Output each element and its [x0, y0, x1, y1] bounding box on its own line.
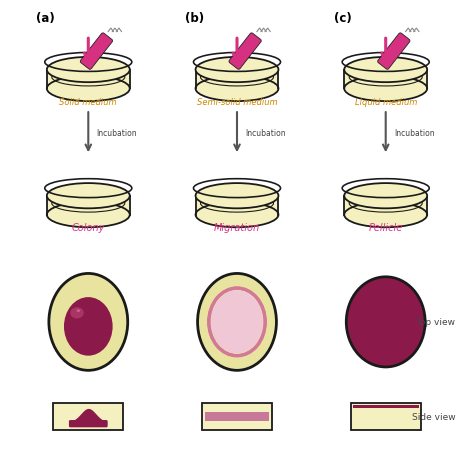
- Text: Pellicle: Pellicle: [369, 223, 403, 233]
- Ellipse shape: [196, 202, 278, 228]
- Text: (c): (c): [334, 12, 352, 25]
- Text: (b): (b): [185, 12, 204, 25]
- Polygon shape: [344, 196, 427, 228]
- Ellipse shape: [77, 309, 80, 312]
- Ellipse shape: [344, 184, 427, 209]
- Text: Liquid medium: Liquid medium: [355, 97, 417, 106]
- Ellipse shape: [347, 194, 424, 198]
- Ellipse shape: [344, 77, 427, 102]
- Ellipse shape: [49, 274, 128, 371]
- FancyBboxPatch shape: [202, 403, 272, 430]
- Ellipse shape: [64, 298, 113, 356]
- Ellipse shape: [47, 202, 130, 228]
- Polygon shape: [196, 70, 278, 102]
- Polygon shape: [196, 196, 278, 228]
- Text: Colony: Colony: [72, 223, 105, 233]
- Text: Solid medium: Solid medium: [59, 97, 117, 106]
- Ellipse shape: [61, 185, 115, 205]
- Text: Incubation: Incubation: [245, 129, 286, 138]
- FancyBboxPatch shape: [229, 34, 261, 70]
- Ellipse shape: [346, 277, 425, 367]
- FancyBboxPatch shape: [378, 34, 410, 70]
- Text: Top view: Top view: [417, 318, 456, 327]
- Text: (a): (a): [36, 12, 55, 25]
- Ellipse shape: [208, 184, 266, 206]
- Ellipse shape: [70, 308, 84, 319]
- FancyBboxPatch shape: [69, 420, 108, 428]
- Ellipse shape: [198, 274, 276, 371]
- Text: Incubation: Incubation: [96, 129, 137, 138]
- Ellipse shape: [208, 196, 266, 199]
- Polygon shape: [47, 70, 130, 102]
- FancyBboxPatch shape: [353, 405, 419, 409]
- Text: Semi-solid medium: Semi-solid medium: [197, 97, 277, 106]
- Ellipse shape: [47, 184, 130, 209]
- FancyBboxPatch shape: [351, 403, 420, 430]
- FancyBboxPatch shape: [54, 403, 123, 430]
- Polygon shape: [344, 70, 427, 102]
- Ellipse shape: [344, 58, 427, 83]
- Polygon shape: [47, 196, 130, 228]
- FancyBboxPatch shape: [205, 413, 269, 421]
- Ellipse shape: [344, 202, 427, 228]
- Ellipse shape: [211, 291, 263, 354]
- Text: Incubation: Incubation: [394, 129, 435, 138]
- Ellipse shape: [196, 184, 278, 209]
- Ellipse shape: [73, 191, 87, 194]
- Ellipse shape: [47, 58, 130, 83]
- Text: Migration: Migration: [214, 223, 260, 233]
- FancyBboxPatch shape: [80, 34, 113, 70]
- Ellipse shape: [196, 77, 278, 102]
- Ellipse shape: [347, 184, 424, 207]
- Ellipse shape: [196, 58, 278, 83]
- Ellipse shape: [47, 77, 130, 102]
- Text: Side view: Side view: [412, 412, 456, 421]
